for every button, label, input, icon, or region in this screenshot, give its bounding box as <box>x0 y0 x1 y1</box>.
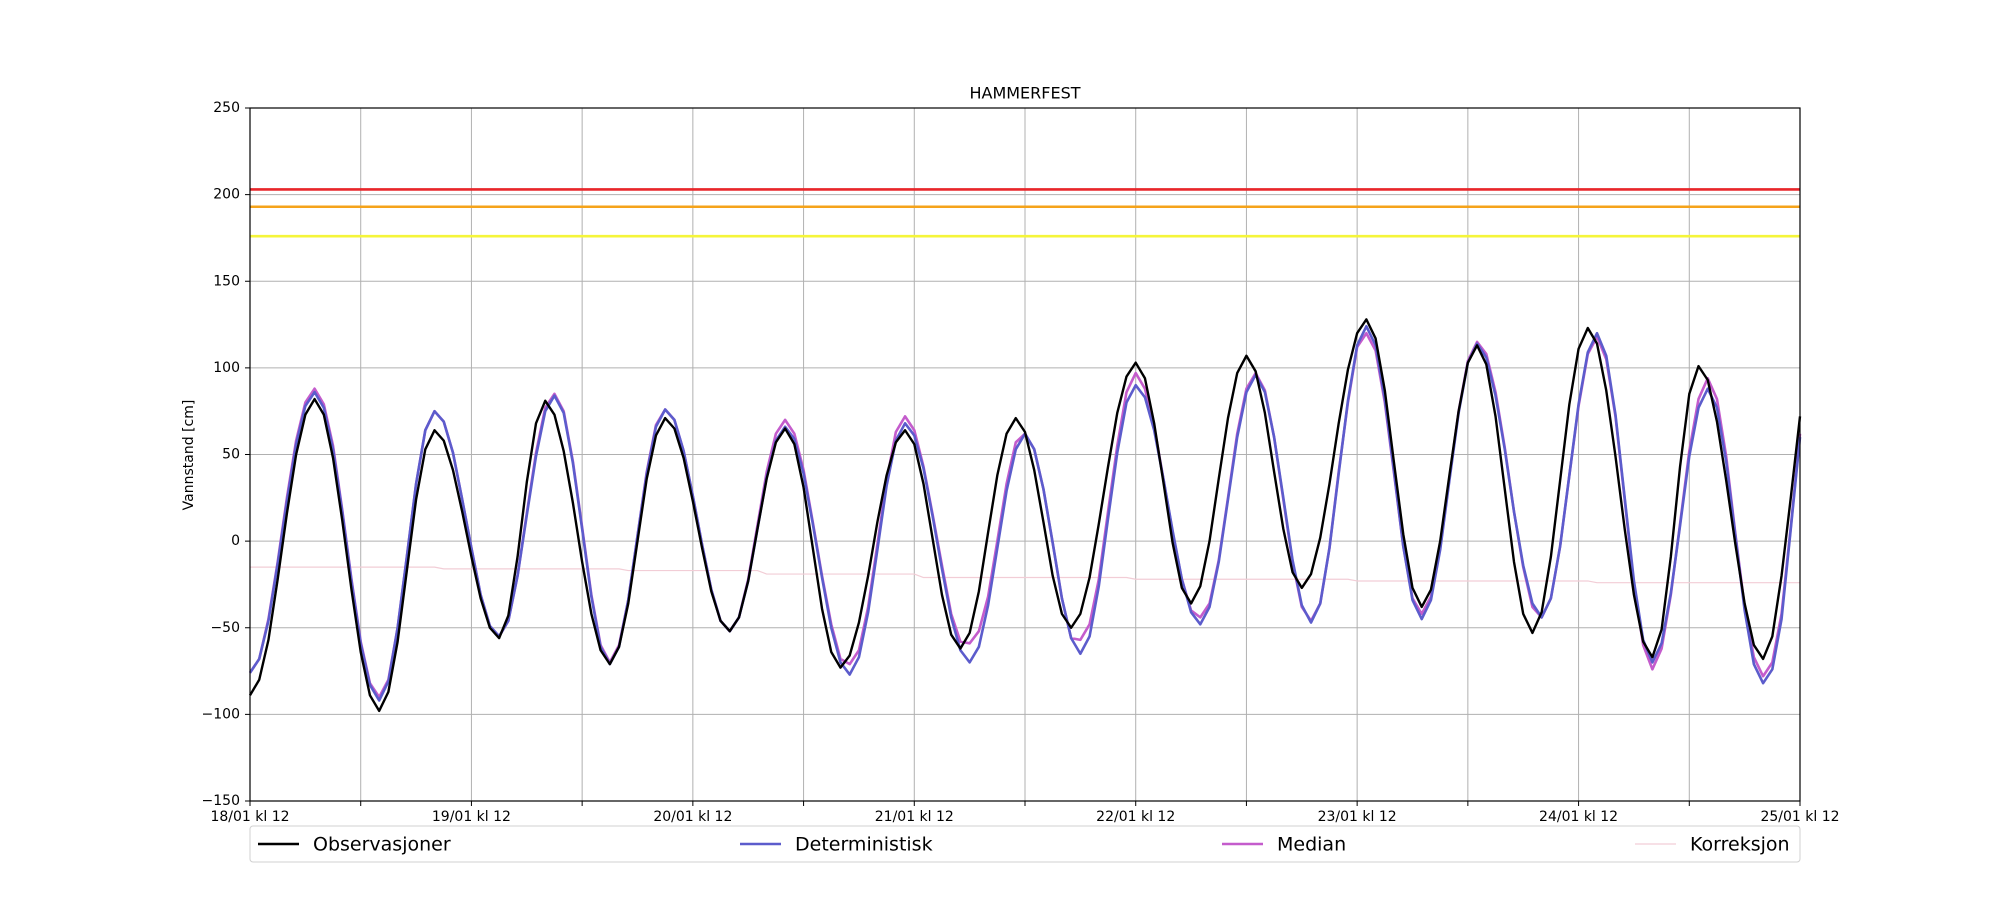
y-tick-label: 50 <box>222 447 240 463</box>
x-tick-label: 18/01 kl 12 <box>210 809 289 825</box>
legend-label: Deterministisk <box>795 834 933 856</box>
x-tick-label: 19/01 kl 12 <box>432 809 511 825</box>
x-tick-label: 22/01 kl 12 <box>1096 809 1175 825</box>
y-tick-label: −100 <box>202 706 240 722</box>
legend-label: Observasjoner <box>313 834 451 856</box>
y-tick-label: 0 <box>231 533 240 549</box>
x-tick-label: 21/01 kl 12 <box>875 809 954 825</box>
x-tick-label: 23/01 kl 12 <box>1318 809 1397 825</box>
y-axis-label: Vannstand [cm] <box>181 400 197 511</box>
y-tick-label: −50 <box>210 620 240 636</box>
y-tick-label: −150 <box>202 793 240 809</box>
legend-label: Korreksjon <box>1690 834 1790 856</box>
y-tick-label: 100 <box>213 360 240 376</box>
series-line <box>248 318 1802 713</box>
x-tick-label: 20/01 kl 12 <box>653 809 732 825</box>
y-tick-label: 250 <box>213 100 240 116</box>
y-tick-label: 200 <box>213 187 240 203</box>
series-line <box>250 566 1800 584</box>
chart-title: HAMMERFEST <box>969 84 1080 103</box>
legend-label: Median <box>1277 834 1346 856</box>
x-tick-label: 25/01 kl 12 <box>1760 809 1839 825</box>
legend-box <box>249 825 1801 863</box>
x-tick-label: 24/01 kl 12 <box>1539 809 1618 825</box>
y-tick-label: 150 <box>213 273 240 289</box>
plot-frame <box>249 107 1801 802</box>
